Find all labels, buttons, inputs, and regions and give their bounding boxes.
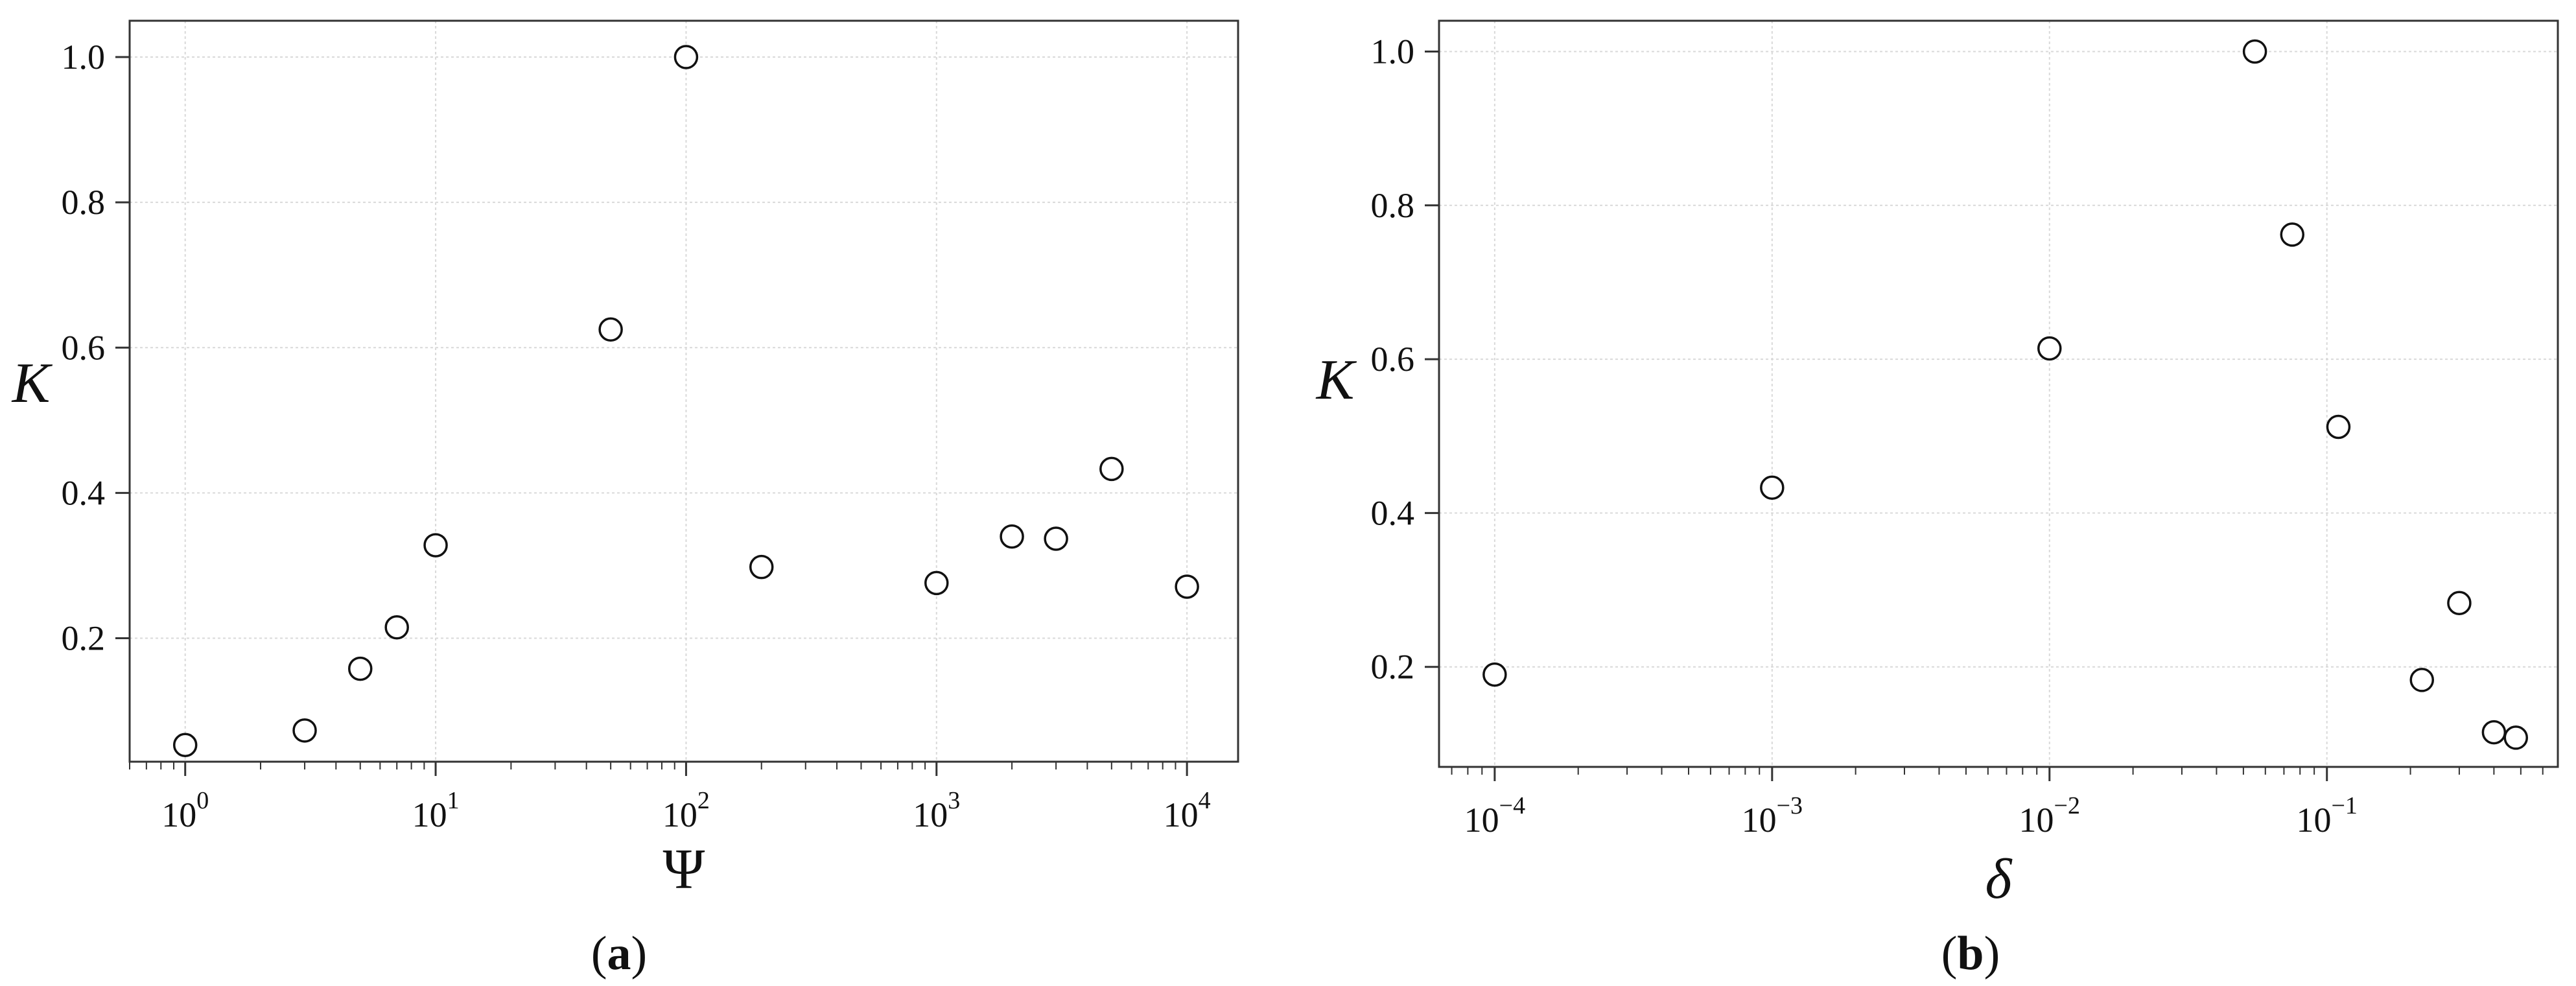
y-tick-label: 0.4 <box>62 473 106 512</box>
y-axis-label: K <box>11 352 53 415</box>
data-point <box>1099 456 1124 482</box>
y-tick-label: 0.8 <box>62 183 106 222</box>
y-tick-label: 0.6 <box>62 328 106 367</box>
data-point <box>1760 475 1785 500</box>
data-point <box>1000 524 1024 549</box>
x-tick-label: 103 <box>913 787 960 834</box>
y-tick-label: 1.0 <box>1371 32 1415 71</box>
plot-frame <box>1438 19 2559 768</box>
data-point <box>749 554 774 580</box>
data-point <box>2242 39 2267 64</box>
data-point <box>2447 591 2472 616</box>
x-tick-label: 104 <box>1164 787 1211 834</box>
data-point <box>2481 720 2507 745</box>
y-axis-label: K <box>1315 349 1357 412</box>
data-point <box>2037 336 2062 361</box>
x-tick-label: 10−2 <box>2019 792 2080 839</box>
data-point <box>1482 662 1507 687</box>
data-point <box>292 718 317 743</box>
data-point <box>598 317 623 342</box>
y-tick-label: 1.0 <box>62 38 106 76</box>
y-tick-label: 0.6 <box>1371 340 1415 379</box>
data-point <box>2503 725 2529 750</box>
data-point <box>172 733 198 757</box>
data-point <box>2280 222 2305 247</box>
data-point <box>2326 414 2351 440</box>
data-point <box>1044 526 1068 551</box>
x-tick-label: 100 <box>161 787 209 834</box>
y-tick-label: 0.2 <box>62 619 106 658</box>
panel-b: 10−4 10−3 10−2 10−1 0.2 0.4 0.6 0.8 1.0 Kδ (b) <box>1315 19 2559 980</box>
data-point <box>348 656 373 681</box>
x-tick-label: 10−1 <box>2297 792 2358 839</box>
panel-caption: (a) <box>591 927 647 980</box>
x-axis-label: δ <box>1985 848 2013 911</box>
data-point <box>423 533 448 558</box>
x-tick-label: 102 <box>662 787 710 834</box>
data-point <box>2409 668 2435 692</box>
x-axis-label: Ψ <box>663 838 705 901</box>
panel-caption: (b) <box>1941 927 2000 980</box>
x-tick-label: 101 <box>412 787 460 834</box>
panel-a: 100 101 102 103 104 0.2 0.4 0.6 0.8 1.0 K Ψ (a) <box>11 19 1239 980</box>
data-point <box>673 45 699 69</box>
x-tick-label: 10−3 <box>1742 792 1803 839</box>
y-tick-label: 0.4 <box>1371 493 1415 532</box>
y-tick-label: 0.2 <box>1371 648 1415 687</box>
data-point <box>1175 574 1199 599</box>
x-tick-label: 10−4 <box>1464 792 1525 839</box>
plot-frame <box>128 19 1239 763</box>
data-point <box>924 570 949 596</box>
y-tick-label: 0.8 <box>1371 186 1415 225</box>
data-point <box>384 615 409 640</box>
